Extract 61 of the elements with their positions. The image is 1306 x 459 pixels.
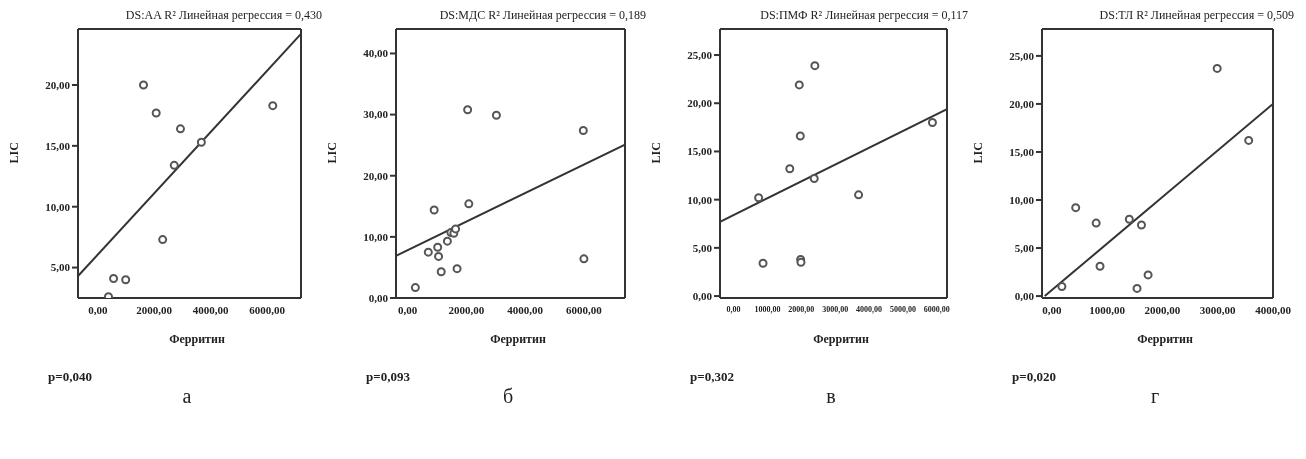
x-tick-label: 0,00: [726, 304, 741, 314]
y-tick-label: 15,00: [45, 139, 71, 152]
y-axis-title: LIC: [649, 142, 664, 164]
x-axis-title: Ферритин: [1136, 332, 1194, 347]
x-tick-label: 4000,00: [507, 303, 544, 316]
y-tick-label: 25,00: [1009, 49, 1035, 62]
text: p=0,020: [1011, 369, 1057, 385]
y-tick-label: 0,00: [1014, 289, 1035, 302]
x-tick-label: 2000,00: [1144, 303, 1181, 316]
x-tick-label: 2000,00: [448, 303, 485, 316]
chart-title: DS:ПМФ R² Линейная регрессия = 0,117: [759, 8, 969, 24]
text: в: [825, 385, 837, 408]
x-tick-label: 3000,00: [822, 304, 849, 314]
text: p=0,040: [47, 369, 93, 385]
y-tick-label: 30,00: [363, 108, 389, 121]
y-tick-label: 0,00: [692, 289, 713, 302]
y-tick-label: 0,00: [368, 291, 389, 304]
chart-title: DS:МДС R² Линейная регрессия = 0,189: [438, 8, 647, 24]
y-tick-label: 40,00: [363, 47, 389, 60]
text: p=0,302: [689, 369, 735, 385]
y-tick-label: 20,00: [363, 169, 389, 182]
x-axis-title: Ферритин: [489, 332, 547, 347]
x-tick-label: 2000,00: [788, 304, 815, 314]
chart-title: DS:ТЛ R² Линейная регрессия = 0,509: [1098, 8, 1295, 24]
y-tick-label: 20,00: [45, 78, 71, 91]
x-tick-label: 4000,00: [856, 304, 883, 314]
text: б: [501, 385, 515, 408]
x-axis-title: Ферритин: [812, 332, 870, 347]
x-tick-label: 0,00: [88, 303, 108, 316]
chart-title: DS:AA R² Линейная регрессия = 0,430: [124, 8, 323, 24]
y-axis-title: LIC: [971, 142, 986, 164]
text: p=0,093: [365, 369, 411, 385]
x-tick-label: 6000,00: [249, 303, 286, 316]
x-tick-label: 1000,00: [1089, 303, 1126, 316]
x-axis-title: Ферритин: [168, 332, 226, 347]
y-tick-label: 20,00: [1009, 97, 1035, 110]
y-tick-label: 5,00: [50, 261, 71, 274]
x-tick-label: 1000,00: [754, 304, 781, 314]
x-tick-label: 2000,00: [136, 303, 173, 316]
y-tick-label: 15,00: [687, 145, 713, 158]
y-axis-title: LIC: [325, 142, 340, 164]
y-axis-title: LIC: [7, 142, 22, 164]
x-tick-label: 0,00: [1042, 303, 1063, 316]
y-tick-label: 15,00: [1009, 145, 1035, 158]
x-tick-label: 4000,00: [192, 303, 230, 316]
y-tick-label: 20,00: [687, 97, 713, 110]
x-tick-label: 4000,00: [1255, 303, 1292, 316]
y-tick-label: 10,00: [45, 200, 71, 213]
y-tick-label: 5,00: [692, 241, 713, 254]
x-tick-label: 3000,00: [1199, 303, 1237, 316]
x-tick-label: 6000,00: [566, 303, 603, 316]
text: г: [1149, 385, 1161, 408]
x-tick-label: 0,00: [398, 303, 418, 316]
y-tick-label: 5,00: [1014, 241, 1035, 254]
y-tick-label: 10,00: [363, 230, 389, 243]
y-tick-label: 10,00: [687, 193, 713, 206]
x-tick-label: 5000,00: [889, 304, 916, 314]
x-tick-label: 6000,00: [923, 304, 950, 314]
text: а: [181, 385, 193, 408]
y-tick-label: 25,00: [687, 48, 713, 61]
y-tick-label: 10,00: [1009, 193, 1035, 206]
